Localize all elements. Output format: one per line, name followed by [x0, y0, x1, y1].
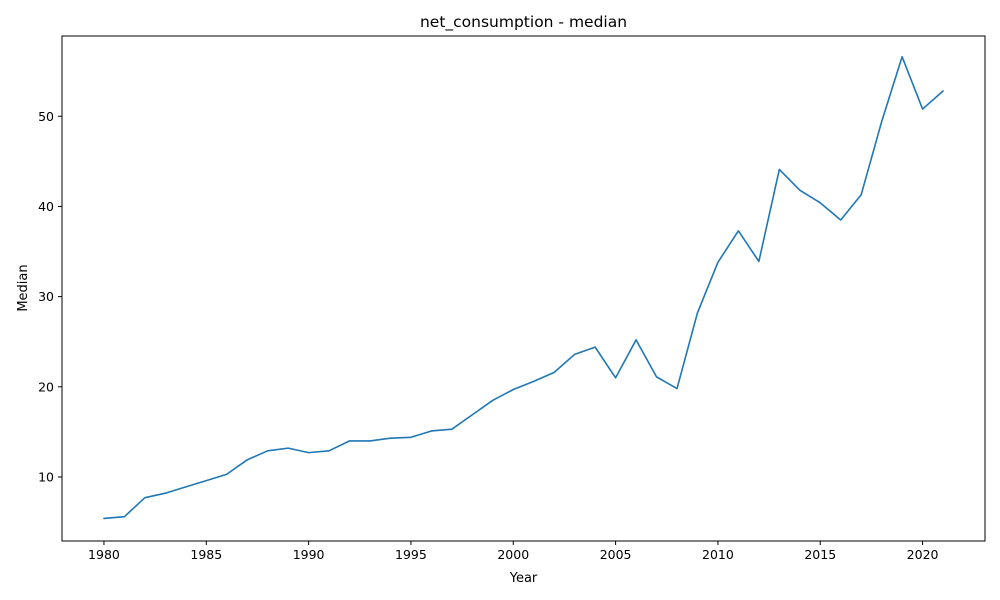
x-tick-label-1995: 1995 — [395, 547, 427, 562]
x-tick-label-2015: 2015 — [804, 547, 836, 562]
x-tick-label-2020: 2020 — [907, 547, 939, 562]
x-tick-label-2000: 2000 — [497, 547, 529, 562]
chart-title: net_consumption - median — [420, 13, 627, 32]
x-tick-label-2010: 2010 — [702, 547, 734, 562]
x-tick-label-1990: 1990 — [293, 547, 325, 562]
y-tick-label-40: 40 — [38, 199, 54, 214]
x-tick-label-1980: 1980 — [88, 547, 120, 562]
y-tick-label-10: 10 — [38, 469, 54, 484]
y-tick-label-20: 20 — [38, 379, 54, 394]
y-tick-label-30: 30 — [38, 289, 54, 304]
y-axis-label: Median — [16, 264, 31, 311]
x-tick-label-2005: 2005 — [600, 547, 632, 562]
series-line-0 — [103, 55, 944, 520]
y-tick-label-50: 50 — [38, 109, 54, 124]
x-tick-label-1985: 1985 — [190, 547, 222, 562]
axes-frame — [61, 35, 986, 542]
plot-area: 1980 1985 1990 1995 2000 2005 2010 2015 2020 10 20… — [38, 35, 986, 562]
x-axis-label: Year — [509, 571, 538, 586]
